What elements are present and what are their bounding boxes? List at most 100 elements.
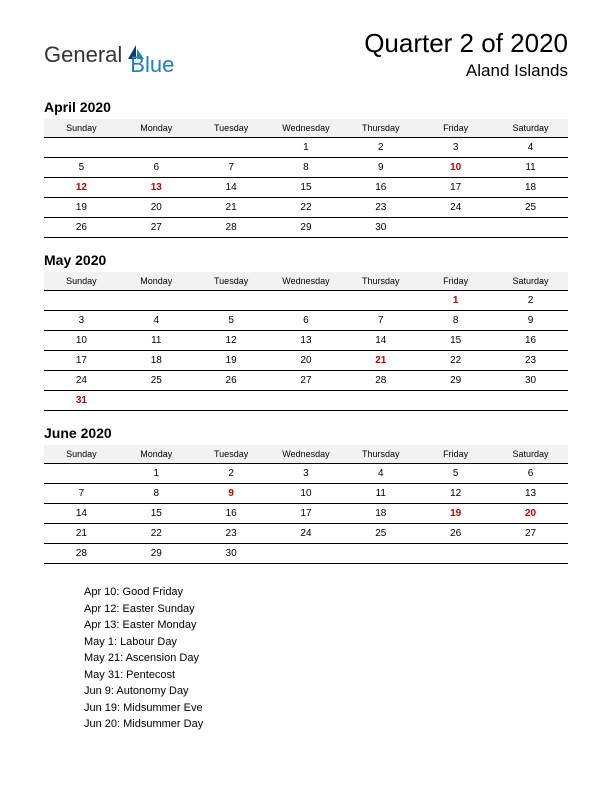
day-cell: 17 — [44, 351, 119, 371]
table-row: 14151617181920 — [44, 504, 568, 524]
day-cell: 23 — [493, 351, 568, 371]
day-cell: 2 — [493, 291, 568, 311]
header: General Blue Quarter 2 of 2020 Aland Isl… — [44, 28, 568, 81]
table-row: 3456789 — [44, 311, 568, 331]
holiday-item: Apr 10: Good Friday — [84, 584, 568, 601]
table-row: 123456 — [44, 464, 568, 484]
day-cell: 21 — [194, 198, 269, 218]
day-cell — [194, 291, 269, 311]
day-cell: 22 — [119, 524, 194, 544]
day-cell: 28 — [44, 544, 119, 564]
table-row: 282930 — [44, 544, 568, 564]
day-cell: 25 — [343, 524, 418, 544]
table-row: 19202122232425 — [44, 198, 568, 218]
day-cell: 13 — [119, 178, 194, 198]
table-row: 24252627282930 — [44, 371, 568, 391]
day-cell — [493, 218, 568, 238]
table-row: 10111213141516 — [44, 331, 568, 351]
day-cell: 17 — [418, 178, 493, 198]
day-cell: 25 — [119, 371, 194, 391]
day-header: Monday — [119, 119, 194, 138]
day-cell: 15 — [119, 504, 194, 524]
day-cell: 8 — [418, 311, 493, 331]
day-header: Saturday — [493, 445, 568, 464]
day-cell — [418, 544, 493, 564]
day-cell: 14 — [44, 504, 119, 524]
day-cell: 16 — [194, 504, 269, 524]
day-cell: 17 — [269, 504, 344, 524]
day-header: Tuesday — [194, 272, 269, 291]
calendars-container: April 2020SundayMondayTuesdayWednesdayTh… — [44, 99, 568, 564]
day-cell: 19 — [44, 198, 119, 218]
day-cell: 27 — [493, 524, 568, 544]
holiday-item: Jun 20: Midsummer Day — [84, 716, 568, 733]
page-subtitle: Aland Islands — [364, 61, 568, 81]
day-header: Tuesday — [194, 445, 269, 464]
day-cell: 5 — [194, 311, 269, 331]
day-cell: 8 — [269, 158, 344, 178]
table-row: 1234 — [44, 138, 568, 158]
day-cell: 10 — [44, 331, 119, 351]
day-cell — [343, 391, 418, 411]
day-cell: 11 — [493, 158, 568, 178]
holiday-item: Apr 12: Easter Sunday — [84, 601, 568, 618]
day-cell: 24 — [269, 524, 344, 544]
day-cell: 8 — [119, 484, 194, 504]
day-cell: 12 — [418, 484, 493, 504]
day-cell: 6 — [493, 464, 568, 484]
month-title: May 2020 — [44, 252, 568, 268]
day-cell — [493, 391, 568, 411]
month-title: April 2020 — [44, 99, 568, 115]
day-cell: 24 — [418, 198, 493, 218]
day-cell: 15 — [418, 331, 493, 351]
day-cell: 30 — [343, 218, 418, 238]
day-cell: 16 — [343, 178, 418, 198]
day-cell: 18 — [493, 178, 568, 198]
logo: General Blue — [44, 28, 174, 78]
day-cell: 2 — [343, 138, 418, 158]
table-row: 31 — [44, 391, 568, 411]
day-header: Tuesday — [194, 119, 269, 138]
day-header: Wednesday — [269, 272, 344, 291]
table-row: 12131415161718 — [44, 178, 568, 198]
day-cell: 14 — [194, 178, 269, 198]
day-cell — [194, 391, 269, 411]
logo-text-general: General — [44, 42, 122, 68]
day-cell: 1 — [269, 138, 344, 158]
holiday-item: May 31: Pentecost — [84, 667, 568, 684]
day-cell: 12 — [44, 178, 119, 198]
holiday-item: Apr 13: Easter Monday — [84, 617, 568, 634]
day-header: Thursday — [343, 119, 418, 138]
day-cell: 26 — [194, 371, 269, 391]
day-header: Friday — [418, 119, 493, 138]
day-cell: 4 — [343, 464, 418, 484]
day-cell: 28 — [194, 218, 269, 238]
table-row: 21222324252627 — [44, 524, 568, 544]
day-cell: 12 — [194, 331, 269, 351]
month-block: April 2020SundayMondayTuesdayWednesdayTh… — [44, 99, 568, 238]
day-cell — [44, 291, 119, 311]
day-cell: 26 — [44, 218, 119, 238]
table-row: 78910111213 — [44, 484, 568, 504]
day-cell: 10 — [418, 158, 493, 178]
day-cell — [418, 218, 493, 238]
month-block: June 2020SundayMondayTuesdayWednesdayThu… — [44, 425, 568, 564]
day-cell: 13 — [269, 331, 344, 351]
day-cell: 1 — [119, 464, 194, 484]
holiday-item: May 1: Labour Day — [84, 634, 568, 651]
day-cell — [44, 138, 119, 158]
day-cell: 11 — [343, 484, 418, 504]
day-cell: 18 — [343, 504, 418, 524]
day-header: Saturday — [493, 119, 568, 138]
day-cell — [493, 544, 568, 564]
day-cell — [269, 291, 344, 311]
day-cell: 6 — [269, 311, 344, 331]
day-cell: 3 — [269, 464, 344, 484]
day-cell: 14 — [343, 331, 418, 351]
holiday-item: May 21: Ascension Day — [84, 650, 568, 667]
day-cell: 30 — [194, 544, 269, 564]
day-cell: 19 — [418, 504, 493, 524]
day-header: Wednesday — [269, 445, 344, 464]
month-title: June 2020 — [44, 425, 568, 441]
day-header: Saturday — [493, 272, 568, 291]
